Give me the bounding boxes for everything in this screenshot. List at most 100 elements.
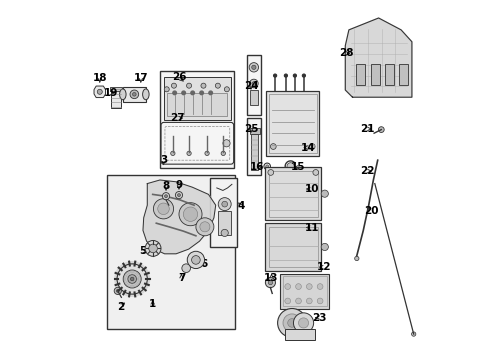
- Circle shape: [208, 91, 212, 95]
- Circle shape: [223, 140, 230, 147]
- Text: 5: 5: [139, 246, 146, 256]
- Circle shape: [284, 284, 290, 289]
- Text: 20: 20: [363, 206, 378, 216]
- Bar: [111, 89, 121, 108]
- Text: 27: 27: [170, 113, 185, 123]
- Bar: [355, 64, 365, 85]
- Circle shape: [284, 74, 287, 77]
- Bar: [265, 167, 321, 220]
- Text: 1: 1: [149, 299, 156, 309]
- Bar: [284, 329, 315, 340]
- Circle shape: [283, 314, 301, 332]
- Bar: [110, 87, 122, 91]
- Text: 26: 26: [171, 72, 186, 82]
- Text: 11: 11: [305, 222, 319, 233]
- Polygon shape: [142, 180, 215, 254]
- Circle shape: [306, 284, 311, 289]
- Circle shape: [200, 222, 209, 232]
- Circle shape: [317, 298, 322, 304]
- Circle shape: [411, 332, 415, 336]
- Circle shape: [204, 151, 209, 156]
- Text: 8: 8: [162, 181, 169, 192]
- Polygon shape: [94, 86, 105, 98]
- Bar: [250, 90, 258, 105]
- Text: 9: 9: [175, 180, 182, 190]
- Circle shape: [298, 318, 308, 328]
- Circle shape: [179, 203, 202, 226]
- Text: 7: 7: [178, 273, 185, 283]
- Circle shape: [273, 74, 276, 77]
- Circle shape: [130, 277, 134, 281]
- Circle shape: [268, 280, 272, 285]
- Bar: [399, 64, 407, 85]
- Circle shape: [132, 93, 136, 96]
- Circle shape: [201, 83, 205, 88]
- Bar: [107, 175, 234, 329]
- Circle shape: [158, 203, 169, 215]
- Bar: [249, 128, 259, 134]
- Circle shape: [277, 309, 306, 337]
- Bar: [370, 64, 379, 85]
- Bar: [268, 94, 316, 153]
- Circle shape: [309, 144, 314, 149]
- Bar: [163, 77, 230, 120]
- Circle shape: [177, 194, 180, 197]
- Circle shape: [270, 144, 276, 149]
- Text: 22: 22: [360, 166, 374, 176]
- Bar: [246, 118, 260, 175]
- Circle shape: [187, 251, 204, 269]
- Circle shape: [249, 63, 258, 72]
- Ellipse shape: [120, 89, 126, 100]
- Text: 3: 3: [160, 155, 167, 165]
- Text: 2: 2: [117, 302, 123, 312]
- Circle shape: [114, 287, 121, 294]
- Bar: [279, 274, 329, 309]
- Circle shape: [172, 91, 176, 95]
- Bar: [384, 64, 393, 85]
- Text: 18: 18: [92, 73, 107, 84]
- Circle shape: [196, 218, 213, 236]
- Text: 28: 28: [338, 48, 352, 58]
- Text: 14: 14: [301, 143, 315, 153]
- Text: 10: 10: [305, 184, 319, 194]
- Circle shape: [295, 284, 301, 289]
- Circle shape: [190, 91, 194, 95]
- Circle shape: [182, 264, 190, 273]
- Circle shape: [218, 198, 231, 211]
- Circle shape: [183, 207, 197, 221]
- Circle shape: [171, 83, 176, 88]
- Bar: [210, 178, 237, 247]
- Bar: [160, 71, 233, 168]
- Text: 6: 6: [200, 258, 207, 269]
- Circle shape: [295, 298, 301, 304]
- Text: 13: 13: [264, 273, 278, 283]
- Circle shape: [123, 270, 141, 288]
- Circle shape: [306, 298, 311, 304]
- Circle shape: [117, 264, 147, 294]
- Circle shape: [127, 275, 136, 283]
- Circle shape: [116, 289, 119, 292]
- Bar: [268, 227, 317, 267]
- Circle shape: [164, 87, 169, 92]
- Circle shape: [312, 170, 318, 175]
- Bar: [251, 134, 257, 170]
- Circle shape: [267, 170, 273, 175]
- Circle shape: [265, 165, 268, 168]
- Circle shape: [97, 89, 102, 94]
- Circle shape: [145, 240, 161, 256]
- Circle shape: [222, 201, 227, 207]
- Bar: [268, 171, 317, 217]
- Circle shape: [162, 193, 169, 200]
- Circle shape: [164, 195, 167, 198]
- Text: 24: 24: [243, 81, 258, 91]
- Circle shape: [249, 79, 258, 88]
- Text: 21: 21: [360, 124, 374, 134]
- Text: 12: 12: [317, 262, 331, 272]
- Bar: [265, 223, 321, 271]
- Circle shape: [221, 151, 225, 156]
- Text: 25: 25: [243, 124, 258, 134]
- Circle shape: [317, 284, 322, 289]
- Circle shape: [215, 83, 220, 88]
- Circle shape: [153, 199, 173, 219]
- Circle shape: [221, 229, 228, 237]
